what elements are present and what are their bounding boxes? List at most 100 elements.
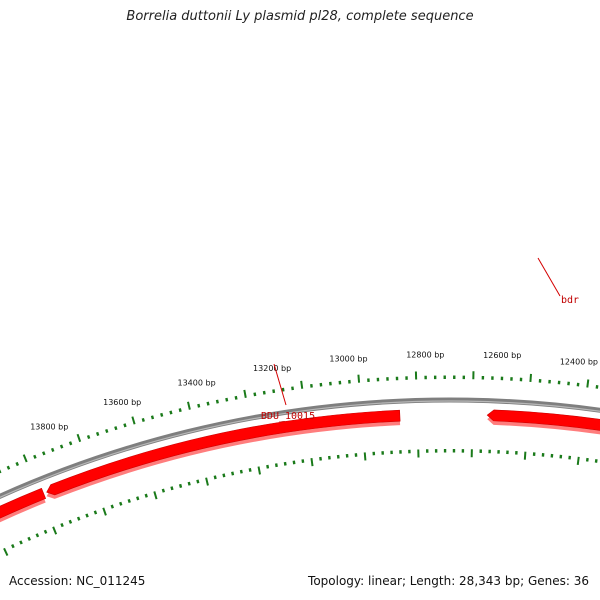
major-tick	[300, 380, 304, 389]
major-tick	[76, 433, 82, 443]
inner-tick-ring	[3, 449, 598, 556]
major-tick	[131, 416, 136, 425]
scale-label: 12800 bp	[406, 350, 444, 359]
major-tick	[586, 379, 590, 388]
minor-tick	[197, 403, 201, 408]
minor-tick	[187, 481, 191, 486]
map-title: Borrelia duttonii Ly plasmid pl28, compl…	[126, 9, 474, 24]
minor-tick	[6, 465, 11, 470]
outer-tick-ring	[0, 371, 599, 474]
minor-tick	[105, 428, 109, 434]
scale-labels: 11600 bp11800 bp12000 bp12200 bp12400 bp…	[30, 350, 598, 432]
minor-tick	[160, 412, 164, 417]
minor-tick	[150, 415, 155, 420]
gene-label-bdu-10015[interactable]: BDU_10015	[261, 411, 315, 422]
minor-tick	[123, 423, 127, 428]
minor-tick	[225, 397, 229, 402]
minor-tick	[206, 401, 210, 406]
accession-text: Accession: NC_011245	[9, 574, 146, 588]
minor-tick	[231, 471, 235, 476]
minor-tick	[169, 410, 173, 415]
major-tick	[363, 452, 367, 461]
scale-label: 13800 bp	[30, 423, 68, 432]
gene-bdu-10015-body[interactable]	[46, 409, 401, 496]
major-tick	[257, 466, 261, 475]
gene-label-bdr[interactable]: bdr	[561, 295, 579, 306]
minor-tick	[15, 461, 20, 467]
minor-tick	[95, 431, 100, 437]
scale-label: 13000 bp	[329, 355, 367, 364]
major-tick	[52, 526, 58, 535]
minor-tick	[86, 434, 91, 440]
gene-bdu-10015[interactable]	[46, 409, 401, 499]
minor-tick	[114, 426, 118, 431]
gene-bdr-body[interactable]	[486, 409, 600, 488]
minor-tick	[27, 536, 31, 541]
minor-tick	[178, 483, 183, 488]
major-tick	[576, 456, 580, 465]
scale-label: 13600 bp	[103, 398, 141, 407]
minor-tick	[281, 387, 285, 392]
minor-tick	[76, 516, 81, 521]
minor-tick	[68, 441, 73, 446]
minor-tick	[33, 454, 37, 459]
backbone-highlight	[0, 400, 600, 499]
minor-tick	[248, 468, 252, 472]
minor-tick	[178, 408, 182, 413]
major-tick	[3, 547, 9, 556]
minor-tick	[266, 464, 270, 469]
minor-tick	[35, 533, 40, 538]
minor-tick	[119, 501, 123, 506]
minor-tick	[196, 479, 200, 484]
minor-tick	[68, 519, 73, 524]
minor-tick	[272, 389, 276, 394]
minor-tick	[141, 417, 145, 422]
major-tick	[310, 458, 314, 467]
minor-tick	[215, 399, 219, 404]
minor-tick	[42, 451, 46, 456]
gene-bdr[interactable]	[486, 409, 600, 492]
gene-left-fragment[interactable]	[0, 487, 47, 540]
minor-tick	[144, 493, 148, 498]
major-tick	[243, 389, 247, 398]
sequence-backbone	[0, 397, 600, 500]
minor-tick	[50, 447, 55, 452]
minor-tick	[43, 529, 48, 534]
major-tick	[153, 491, 158, 500]
minor-tick	[262, 390, 266, 395]
minor-tick	[110, 504, 114, 509]
backbone-arc	[0, 397, 600, 500]
summary-text: Topology: linear; Length: 28,343 bp; Gen…	[308, 574, 589, 588]
major-tick	[205, 477, 209, 486]
minor-tick	[239, 469, 243, 474]
minor-tick	[127, 498, 131, 504]
scale-label: 13200 bp	[253, 364, 291, 373]
major-tick	[22, 454, 28, 463]
minor-tick	[85, 513, 89, 518]
minor-tick	[292, 460, 296, 465]
minor-tick	[19, 540, 23, 545]
minor-tick	[11, 544, 15, 549]
label-leader-line	[537, 257, 561, 297]
minor-tick	[253, 392, 257, 397]
minor-tick	[93, 510, 98, 515]
minor-tick	[59, 444, 64, 449]
minor-tick	[60, 523, 64, 528]
gene-features[interactable]	[0, 409, 600, 562]
scale-label: 12400 bp	[560, 357, 598, 366]
major-tick	[102, 507, 107, 516]
minor-tick	[213, 475, 217, 480]
minor-tick	[274, 463, 278, 468]
major-tick	[529, 373, 532, 382]
minor-tick	[161, 488, 165, 493]
label-leader-line	[273, 363, 287, 406]
major-tick	[357, 374, 361, 383]
minor-tick	[170, 486, 174, 491]
gene-left-fragment-body[interactable]	[0, 487, 47, 536]
minor-tick	[234, 395, 238, 400]
scale-label: 13400 bp	[178, 378, 216, 387]
minor-tick	[283, 461, 287, 466]
minor-tick	[136, 496, 140, 501]
major-tick	[523, 451, 527, 460]
